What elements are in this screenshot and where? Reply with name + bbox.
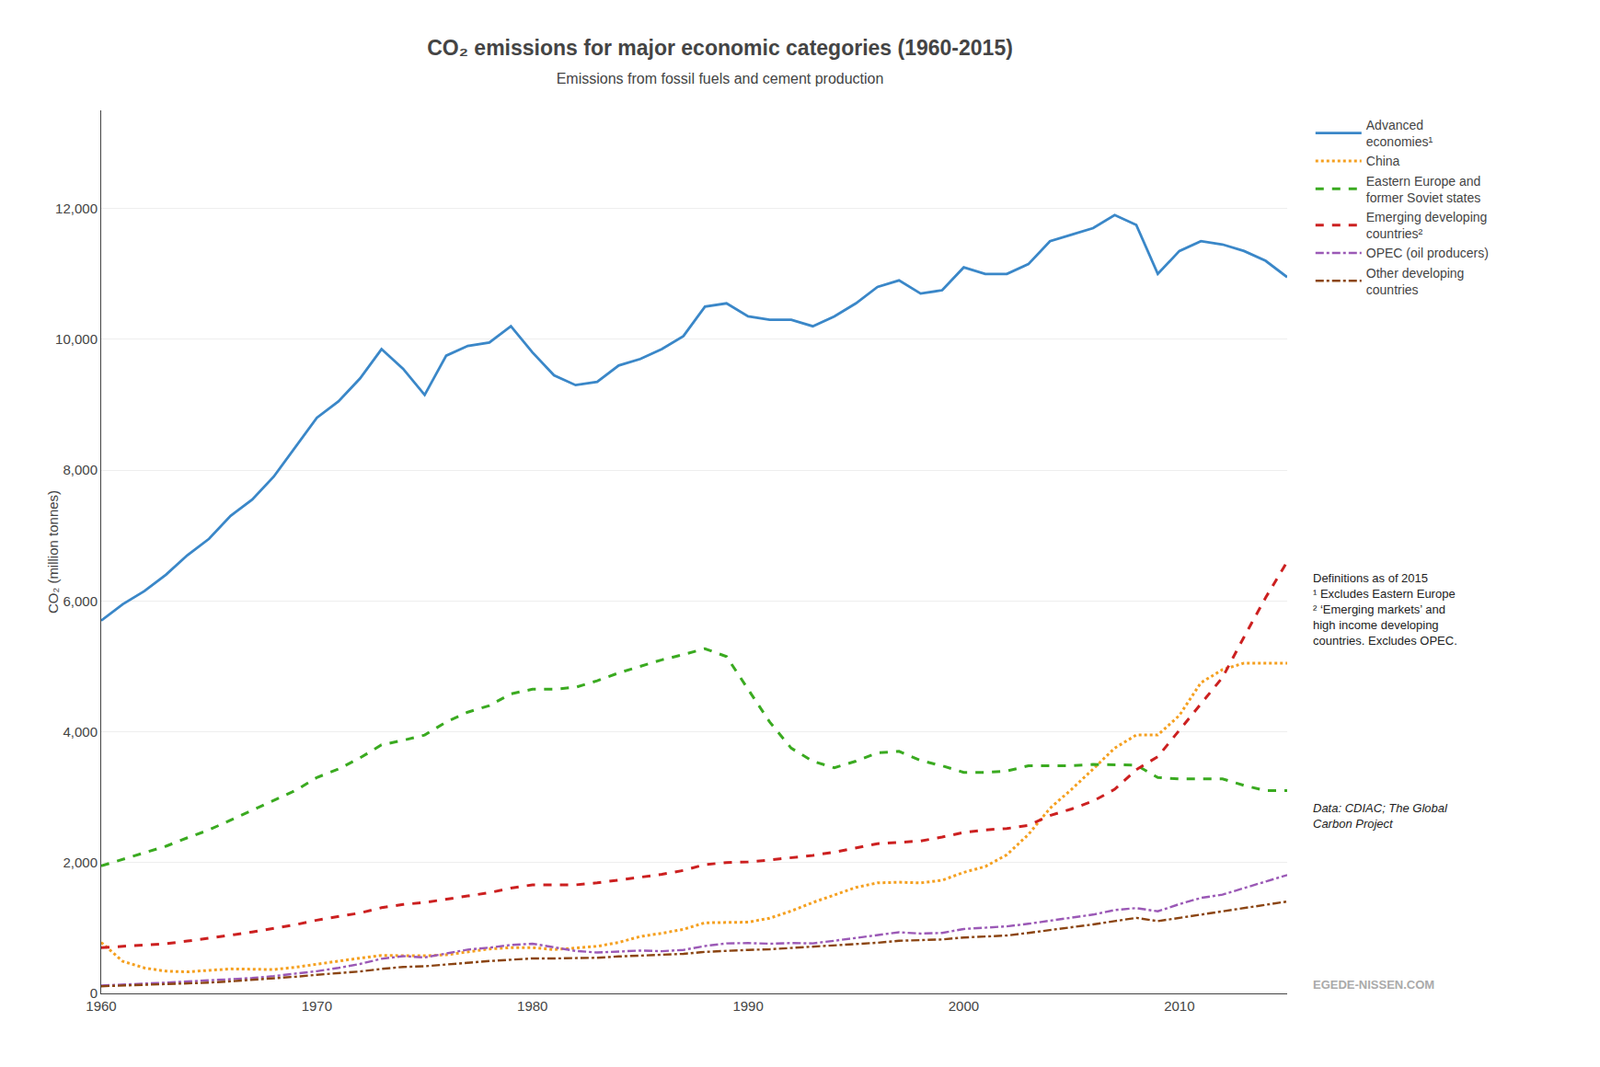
svg-text:8,000: 8,000 xyxy=(62,461,98,478)
svg-text:10,000: 10,000 xyxy=(55,331,98,347)
svg-text:2010: 2010 xyxy=(1163,998,1195,1014)
svg-text:Definitions as of 2015¹ Exclud: Definitions as of 2015¹ Excludes Eastern… xyxy=(1312,571,1458,648)
svg-text:0: 0 xyxy=(90,985,98,1002)
svg-text:1960: 1960 xyxy=(85,998,116,1014)
svg-text:Advancedeconomies¹: Advancedeconomies¹ xyxy=(1366,117,1434,150)
svg-text:Eastern Europe andformer Sovie: Eastern Europe andformer Soviet states xyxy=(1366,173,1482,206)
svg-text:Data: CDIAC; The GlobalCarbon: Data: CDIAC; The GlobalCarbon Project xyxy=(1312,801,1449,831)
svg-text:6,000: 6,000 xyxy=(62,593,98,610)
svg-text:CO₂ emissions for major econom: CO₂ emissions for major economic categor… xyxy=(426,35,1013,60)
svg-text:OPEC (oil producers): OPEC (oil producers) xyxy=(1366,245,1489,261)
svg-text:12,000: 12,000 xyxy=(55,200,98,217)
svg-text:Emerging developingcountries²: Emerging developingcountries² xyxy=(1366,209,1488,242)
svg-text:2000: 2000 xyxy=(948,998,979,1014)
svg-text:2,000: 2,000 xyxy=(62,854,98,871)
svg-text:Emissions from fossil fuels an: Emissions from fossil fuels and cement p… xyxy=(556,70,885,87)
svg-text:1990: 1990 xyxy=(732,998,763,1014)
svg-text:Other developingcountries: Other developingcountries xyxy=(1366,265,1465,298)
svg-text:CO₂ (million tonnes): CO₂ (million tonnes) xyxy=(45,490,61,614)
svg-text:EGEDE-NISSEN.COM: EGEDE-NISSEN.COM xyxy=(1312,978,1435,992)
svg-text:1970: 1970 xyxy=(301,998,333,1014)
svg-text:1980: 1980 xyxy=(517,998,548,1014)
svg-text:4,000: 4,000 xyxy=(62,724,98,740)
svg-text:China: China xyxy=(1366,153,1401,169)
